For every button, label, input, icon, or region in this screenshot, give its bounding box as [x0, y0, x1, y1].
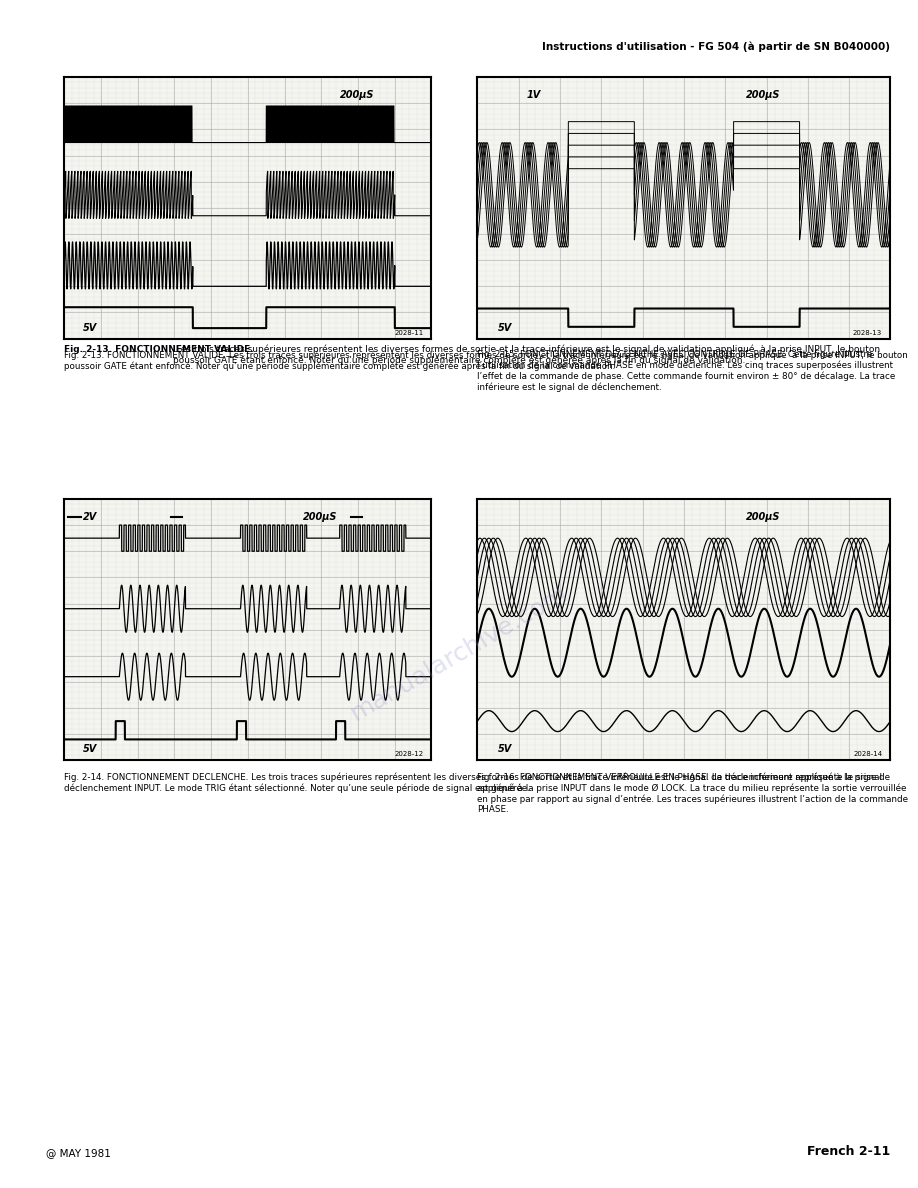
- Text: 200μS: 200μS: [746, 512, 780, 522]
- Text: Fig. 2-14. FONCTIONNEMENT DECLENCHE. Les trois traces supérieures représentent l: Fig. 2-14. FONCTIONNEMENT DECLENCHE. Les…: [64, 772, 890, 792]
- Text: 1V: 1V: [527, 90, 542, 100]
- Text: 5V: 5V: [83, 745, 97, 754]
- Text: Fig. 2-15. FONCTIONNEMENT DECLENCHE AVEC CONTROLE DE PHASE. Cette figure illustr: Fig. 2-15. FONCTIONNEMENT DECLENCHE AVEC…: [477, 350, 896, 392]
- Text: manualarchive.com: manualarchive.com: [346, 581, 572, 726]
- Text: 2028-13: 2028-13: [853, 329, 882, 336]
- Text: 2028-11: 2028-11: [395, 329, 424, 336]
- Text: 2028-12: 2028-12: [395, 751, 424, 758]
- Text: 2V: 2V: [83, 512, 97, 522]
- Text: 5V: 5V: [498, 323, 512, 333]
- Text: 200μS: 200μS: [746, 90, 780, 100]
- Text: Fig. 2-13. FONCTIONNEMENT VALIDE. Les trois traces supérieures représentent les : Fig. 2-13. FONCTIONNEMENT VALIDE. Les tr…: [64, 350, 908, 371]
- Text: French 2-11: French 2-11: [807, 1145, 890, 1158]
- Text: @ MAY 1981: @ MAY 1981: [46, 1149, 111, 1158]
- Text: 200μS: 200μS: [303, 512, 337, 522]
- Text: 5V: 5V: [498, 745, 512, 754]
- Text: 200μS: 200μS: [340, 90, 374, 100]
- Text: 5V: 5V: [83, 323, 97, 333]
- Text: Instructions d'utilisation - FG 504 (à partir de SN B040000): Instructions d'utilisation - FG 504 (à p…: [543, 42, 890, 52]
- Text: Fig. 2-16. FONCTIONNEMENT VERROUILLE EN PHASE. La trace inférieure représente le: Fig. 2-16. FONCTIONNEMENT VERROUILLE EN …: [477, 772, 908, 814]
- Text: Les trois traces supérieures représentent les diverses formes de sortie et la tr: Les trois traces supérieures représenten…: [174, 345, 880, 365]
- Text: 2028-14: 2028-14: [853, 751, 882, 758]
- Text: Fig. 2-13. FONCTIONNEMENT VALIDE.: Fig. 2-13. FONCTIONNEMENT VALIDE.: [64, 345, 254, 354]
